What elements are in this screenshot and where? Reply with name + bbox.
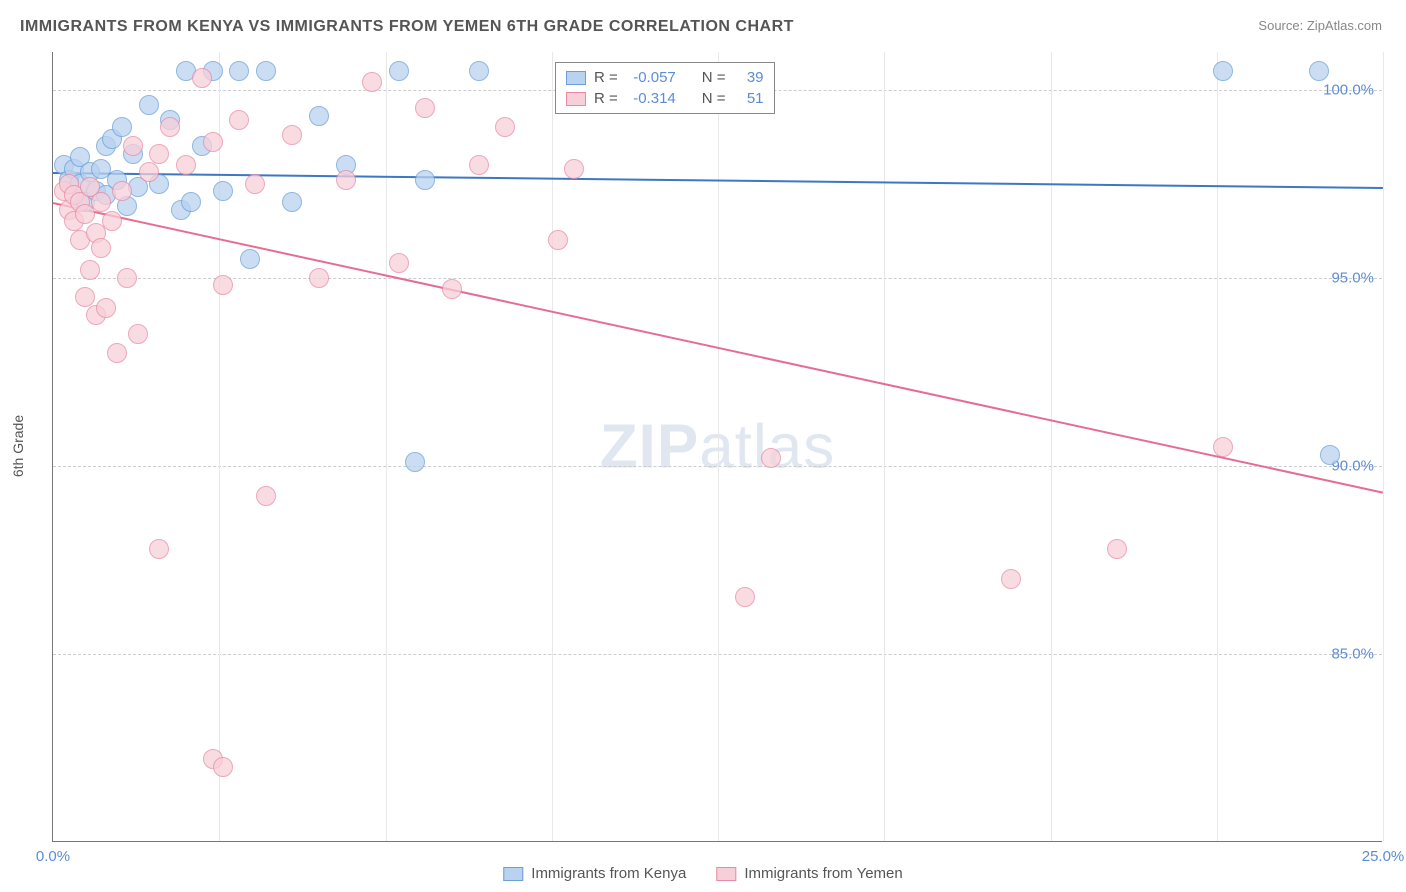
y-tick-label: 95.0% (1331, 269, 1374, 286)
x-tick-label: 25.0% (1362, 848, 1405, 865)
data-point (181, 192, 201, 212)
data-point (96, 298, 116, 318)
grid-line-v (386, 52, 387, 841)
data-point (229, 110, 249, 130)
data-point (128, 324, 148, 344)
data-point (213, 181, 233, 201)
bottom-legend-label: Immigrants from Yemen (744, 865, 902, 882)
data-point (389, 61, 409, 81)
data-point (80, 260, 100, 280)
data-point (240, 249, 260, 269)
data-point (1213, 61, 1233, 81)
stats-legend-box: R = -0.057 N = 39 R = -0.314 N = 51 (555, 62, 775, 114)
stat-n-label: N = (702, 69, 726, 86)
data-point (149, 539, 169, 559)
data-point (112, 181, 132, 201)
data-point (256, 61, 276, 81)
stat-n-value: 39 (734, 69, 764, 86)
data-point (405, 452, 425, 472)
grid-line-v (552, 52, 553, 841)
bottom-legend-item: Immigrants from Kenya (503, 865, 686, 882)
data-point (442, 279, 462, 299)
y-tick-label: 85.0% (1331, 645, 1374, 662)
data-point (469, 155, 489, 175)
data-point (91, 238, 111, 258)
grid-line-v (1051, 52, 1052, 841)
data-point (735, 587, 755, 607)
data-point (139, 162, 159, 182)
data-point (282, 192, 302, 212)
data-point (123, 136, 143, 156)
data-point (149, 144, 169, 164)
chart-title: IMMIGRANTS FROM KENYA VS IMMIGRANTS FROM… (20, 18, 794, 36)
data-point (203, 132, 223, 152)
legend-stat-row: R = -0.057 N = 39 (566, 67, 764, 88)
legend-stat-row: R = -0.314 N = 51 (566, 88, 764, 109)
stat-n-value: 51 (734, 90, 764, 107)
data-point (160, 117, 180, 137)
x-tick-label: 0.0% (36, 848, 70, 865)
data-point (1309, 61, 1329, 81)
data-point (564, 159, 584, 179)
data-point (117, 268, 137, 288)
y-axis-title: 6th Grade (10, 415, 26, 477)
stat-n-label: N = (702, 90, 726, 107)
data-point (362, 72, 382, 92)
data-point (309, 106, 329, 126)
data-point (192, 68, 212, 88)
data-point (415, 98, 435, 118)
data-point (469, 61, 489, 81)
stat-r-label: R = (594, 90, 618, 107)
data-point (1107, 539, 1127, 559)
grid-line-v (718, 52, 719, 841)
plot-area: ZIPatlas 85.0%90.0%95.0%100.0%0.0%25.0% (52, 52, 1382, 842)
data-point (256, 486, 276, 506)
legend-swatch (503, 867, 523, 881)
data-point (415, 170, 435, 190)
source-link[interactable]: ZipAtlas.com (1307, 18, 1382, 33)
source-label: Source: (1258, 18, 1303, 33)
data-point (112, 117, 132, 137)
stat-r-value: -0.057 (626, 69, 676, 86)
legend-swatch (566, 92, 586, 106)
data-point (229, 61, 249, 81)
data-point (309, 268, 329, 288)
data-point (495, 117, 515, 137)
data-point (91, 192, 111, 212)
source-attribution: Source: ZipAtlas.com (1258, 18, 1382, 33)
data-point (282, 125, 302, 145)
watermark-bold: ZIP (600, 412, 699, 481)
stat-r-value: -0.314 (626, 90, 676, 107)
data-point (176, 155, 196, 175)
data-point (107, 343, 127, 363)
data-point (102, 211, 122, 231)
legend-swatch (566, 71, 586, 85)
data-point (213, 757, 233, 777)
data-point (245, 174, 265, 194)
watermark-light: atlas (699, 412, 835, 481)
data-point (336, 170, 356, 190)
bottom-legend-item: Immigrants from Yemen (716, 865, 902, 882)
grid-line-v (884, 52, 885, 841)
data-point (139, 95, 159, 115)
grid-line-v (1383, 52, 1384, 841)
data-point (1213, 437, 1233, 457)
legend-swatch (716, 867, 736, 881)
stat-r-label: R = (594, 69, 618, 86)
bottom-legend: Immigrants from Kenya Immigrants from Yem… (503, 865, 902, 882)
data-point (389, 253, 409, 273)
data-point (761, 448, 781, 468)
grid-line-v (219, 52, 220, 841)
data-point (213, 275, 233, 295)
data-point (75, 287, 95, 307)
data-point (1001, 569, 1021, 589)
bottom-legend-label: Immigrants from Kenya (531, 865, 686, 882)
y-tick-label: 100.0% (1323, 81, 1374, 98)
data-point (548, 230, 568, 250)
data-point (1320, 445, 1340, 465)
